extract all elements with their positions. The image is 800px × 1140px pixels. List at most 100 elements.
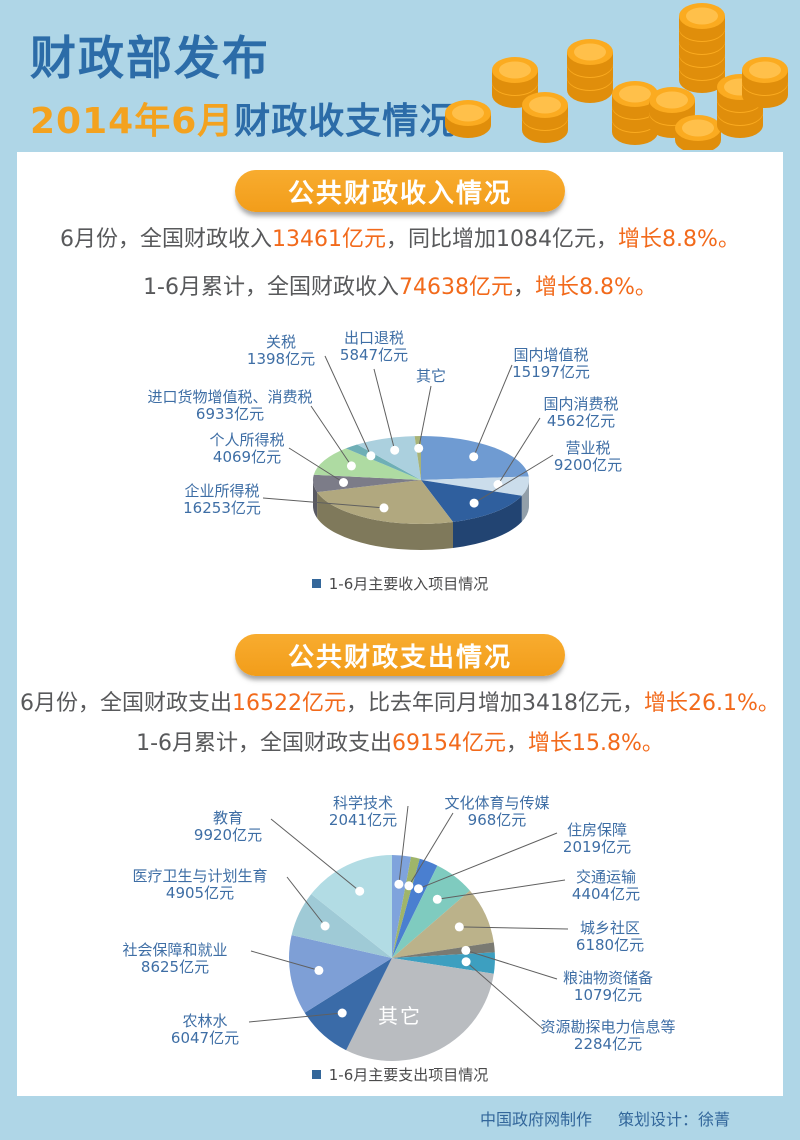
leader-line (473, 454, 554, 504)
slice-callout-粮油物资储备: 粮油物资储备 1079亿元 (533, 970, 683, 1004)
leader-line (248, 1012, 343, 1023)
slice-name: 住房保障 (566, 821, 627, 839)
summary-text: 1-6月累计，全国财政支出 (136, 731, 393, 756)
page-footer: 中国政府网制作 策划设计：徐菁 (0, 1096, 800, 1140)
leader-line (408, 812, 454, 887)
summary-text: ， (513, 275, 536, 300)
leader-line (324, 355, 372, 457)
slice-name: 教育 (212, 809, 243, 827)
leader-line (398, 805, 409, 885)
pie-slice-资源勘探电力信息等 (392, 952, 495, 974)
slice-dot (461, 945, 471, 955)
pie-slice-国内消费税 (421, 476, 530, 496)
slice-name: 医疗卫生与计划生育 (132, 867, 268, 885)
gold-coins-icon (445, 3, 788, 150)
slice-name: 粮油物资储备 (562, 969, 653, 987)
leader-line (418, 385, 432, 449)
slice-callout-关税: 关税 1398亿元 (206, 334, 356, 368)
slice-value: 15197亿元 (512, 363, 590, 381)
slice-callout-交通运输: 交通运输 4404亿元 (531, 869, 681, 903)
pie-slice-side (453, 495, 522, 548)
expenditure-section-banner: 公共财政支出情况 (235, 634, 565, 676)
pie-slice-side (312, 480, 318, 519)
leader-line (288, 447, 344, 483)
summary-text: ，比去年同月增加3418亿元， (346, 691, 645, 716)
slice-callout-其它: 其它 (356, 368, 506, 385)
revenue-legend: 1-6月主要收入项目情况 (17, 573, 783, 594)
slice-callout-营业税: 营业税 9200亿元 (513, 440, 663, 474)
slice-dot (320, 921, 330, 931)
leader-line (270, 818, 361, 892)
slice-dot (469, 452, 479, 462)
slice-value: 6933亿元 (195, 405, 265, 423)
pie-slice-城乡社区 (392, 890, 494, 958)
summary-text: 1-6月累计，全国财政收入 (143, 275, 399, 300)
pie-slice-教育 (311, 855, 392, 958)
slice-value: 1398亿元 (246, 350, 316, 368)
slice-name: 其它 (415, 367, 446, 385)
slice-dot (337, 1008, 347, 1018)
expenditure-legend: 1-6月主要支出项目情况 (17, 1064, 783, 1085)
slice-name: 科学技术 (332, 794, 393, 812)
slice-dot (432, 894, 442, 904)
slice-name: 农林水 (182, 1012, 228, 1030)
slice-callout-城乡社区: 城乡社区 6180亿元 (535, 920, 685, 954)
slice-callout-个人所得税: 个人所得税 4069亿元 (172, 432, 322, 466)
slice-dot (493, 480, 503, 489)
slice-dot (404, 881, 414, 891)
slice-value: 9920亿元 (193, 826, 263, 844)
slice-dot (414, 443, 424, 453)
revenue-summary-line2: 1-6月累计，全国财政收入74638亿元，增长8.8%。 (17, 272, 783, 304)
expenditure-legend-label: 1-6月主要支出项目情况 (328, 1066, 489, 1084)
slice-callout-出口退税: 出口退税 5847亿元 (299, 330, 449, 364)
revenue-pie-chart: 1-6月主要收入项目情况 国内增值税 15197亿元 国内消费税 4562亿元 营业税 9… (17, 322, 783, 602)
summary-text: 6月份，全国财政支出 (20, 691, 233, 716)
expenditure-summary-line1: 6月份，全国财政支出16522亿元，比去年同月增加3418亿元，增长26.1%。 (17, 688, 783, 720)
slice-callout-住房保障: 住房保障 2019亿元 (522, 822, 672, 856)
page-title: 财政部发布 (30, 31, 270, 85)
leader-line (262, 497, 385, 509)
slice-value: 5847亿元 (339, 346, 409, 364)
slice-value: 6047亿元 (170, 1029, 240, 1047)
slice-dot (314, 965, 324, 975)
highlighted-value: 74638亿元 (399, 275, 513, 300)
pie-slice-个人所得税 (312, 474, 421, 493)
highlighted-value: 增长8.8%。 (618, 227, 740, 252)
slice-name: 文化体育与传媒 (444, 794, 550, 812)
legend-square-icon (311, 1070, 321, 1079)
slice-name: 社会保障和就业 (122, 941, 228, 959)
summary-text: ，同比增加1084亿元， (386, 227, 619, 252)
pie-slice-社会保障和就业 (289, 935, 392, 1013)
slice-value: 968亿元 (467, 811, 527, 829)
slice-dot (346, 461, 356, 471)
leader-line (418, 832, 558, 890)
highlighted-value: 13461亿元 (272, 227, 387, 252)
slice-callout-农林水: 农林水 6047亿元 (130, 1013, 280, 1047)
slice-callout-文化体育与传媒: 文化体育与传媒 968亿元 (402, 795, 592, 829)
slice-callout-教育: 教育 9920亿元 (153, 810, 303, 844)
highlighted-value: 增长26.1%。 (644, 691, 780, 716)
highlighted-value: 增长8.8%。 (535, 275, 657, 300)
pie-slice-其它 (346, 958, 494, 1061)
pie-slice-农林水 (304, 958, 392, 1051)
revenue-summary-line1: 6月份，全国财政收入13461亿元，同比增加1084亿元，增长8.8%。 (17, 224, 783, 256)
pie-slice-关税 (345, 444, 421, 480)
revenue-section-banner: 公共财政收入情况 (235, 170, 565, 212)
slice-value: 1079亿元 (573, 986, 643, 1004)
expenditure-pie-svg: 其它 (248, 805, 569, 1061)
slice-dot (394, 879, 404, 889)
slice-name: 企业所得税 (184, 482, 260, 500)
slice-callout-国内增值税: 国内增值税 15197亿元 (476, 347, 626, 381)
slice-callout-社会保障和就业: 社会保障和就业 8625亿元 (90, 942, 260, 976)
slice-callout-科学技术: 科学技术 2041亿元 (288, 795, 438, 829)
slice-name: 关税 (265, 333, 296, 351)
leader-line (497, 417, 541, 485)
pie-slice-side (317, 492, 453, 550)
pie-slice-side (521, 480, 529, 522)
slice-dot (454, 922, 464, 932)
slice-name: 进口货物增值税、消费税 (147, 388, 313, 406)
footer-credit: 中国政府网制作 (479, 1110, 592, 1129)
slice-name: 城乡社区 (579, 919, 640, 937)
revenue-pie-svg (262, 355, 554, 550)
leader-line (465, 949, 558, 980)
